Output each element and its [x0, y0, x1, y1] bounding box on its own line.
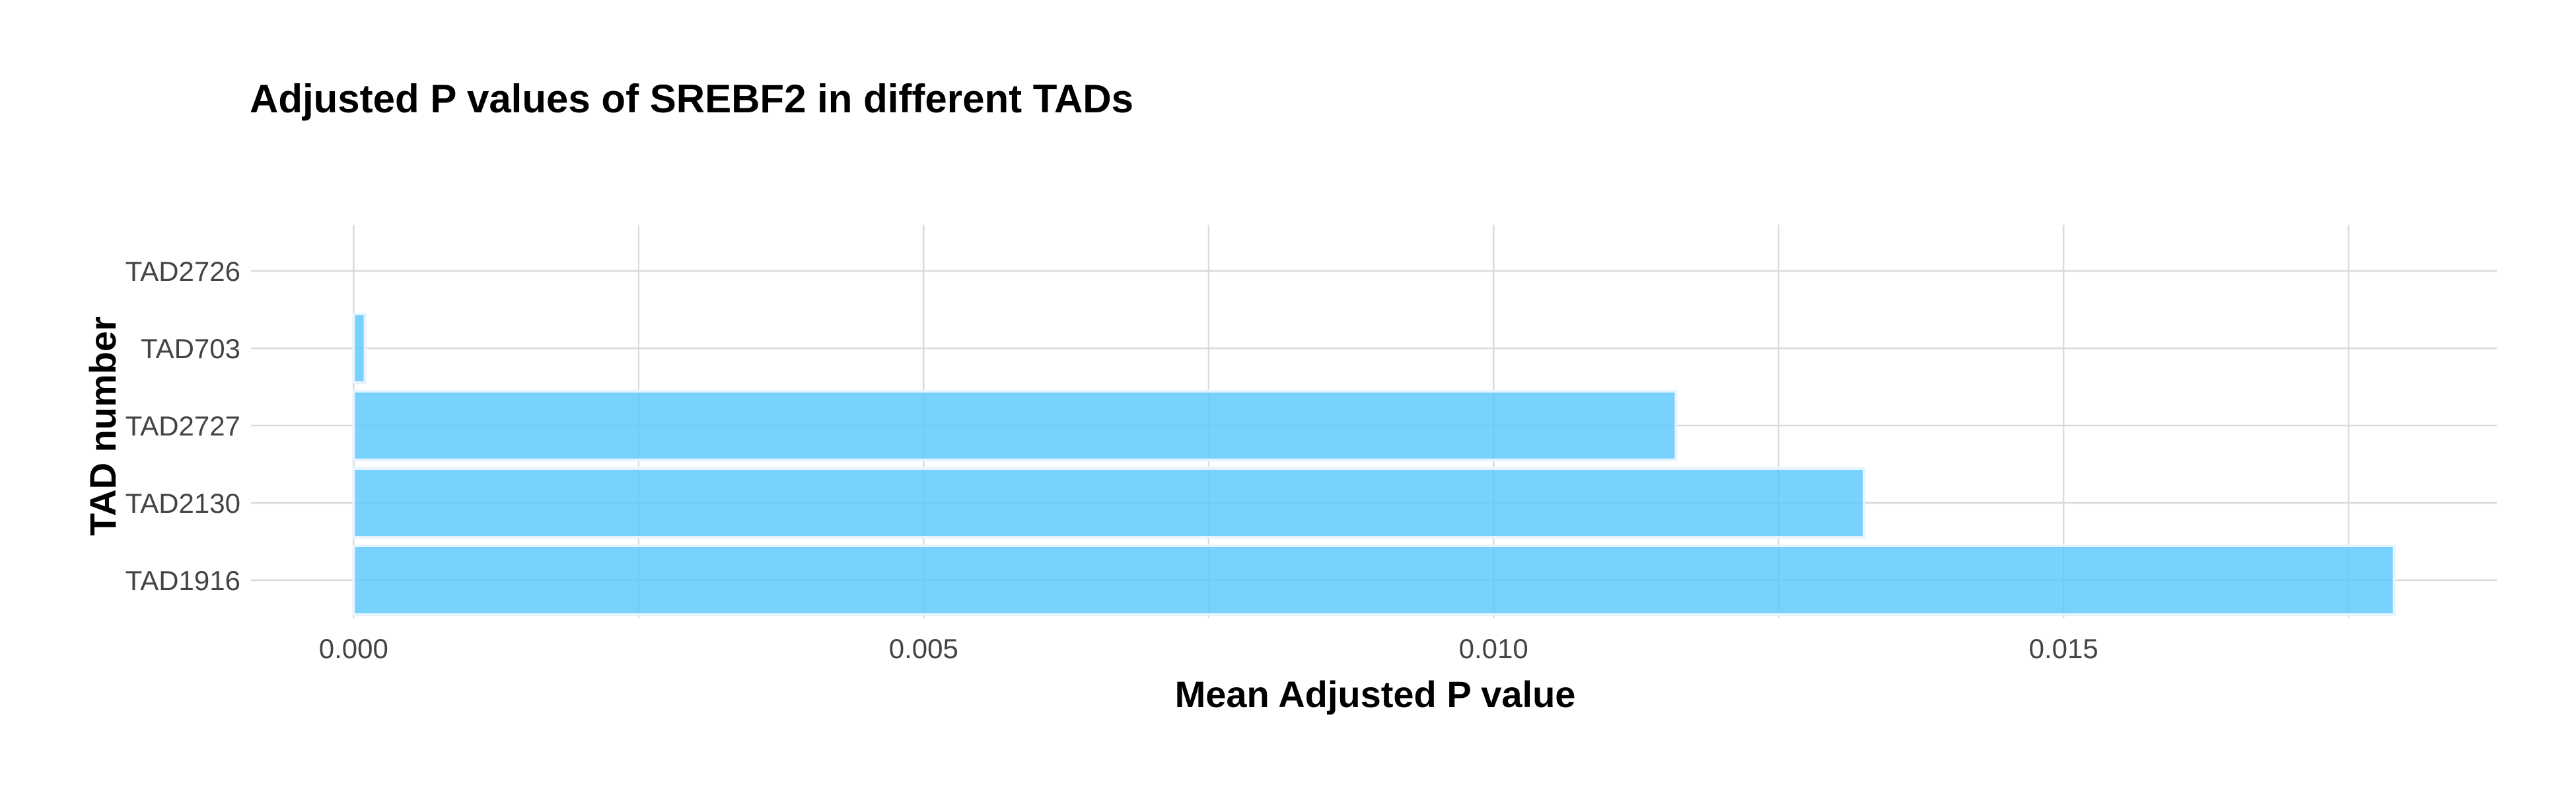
bar-tad2727: [352, 390, 1678, 461]
x-tick-label: 0.000: [319, 633, 388, 664]
x-tick-label: 0.005: [889, 633, 958, 664]
chart-title: Adjusted P values of SREBF2 in different…: [250, 77, 1133, 121]
y-tick-label: TAD703: [141, 333, 240, 364]
x-axis-title: Mean Adjusted P value: [1175, 673, 1576, 715]
bar-tad1916: [352, 545, 2396, 616]
y-tick-label: TAD2726: [125, 256, 240, 287]
x-tick-label: 0.010: [1459, 633, 1528, 664]
x-tick-labels: 0.000 0.005 0.010 0.015: [319, 633, 2098, 664]
bar-tad2130: [352, 467, 1866, 539]
bars: [352, 313, 2396, 616]
y-tick-labels: TAD2726 TAD703 TAD2727 TAD2130 TAD1916: [125, 256, 240, 596]
bar-tad703: [352, 313, 367, 384]
y-tick-label: TAD2130: [125, 488, 240, 519]
x-tick-label: 0.015: [2029, 633, 2098, 664]
y-tick-label: TAD1916: [125, 565, 240, 596]
y-axis-title: TAD number: [82, 317, 124, 536]
y-tick-label: TAD2727: [125, 410, 240, 441]
